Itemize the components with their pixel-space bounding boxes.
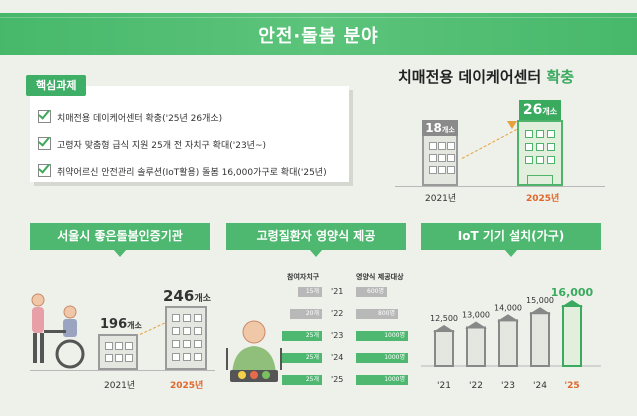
building-2021-icon bbox=[422, 134, 458, 186]
care-building-2021-icon bbox=[98, 334, 138, 370]
meal-right-header: 영양식 제공대상 bbox=[356, 273, 404, 281]
iot-value-label: 16,000 bbox=[551, 286, 594, 299]
core-item: 취약어르신 안전관리 솔루션(IoT활용) 돌봄 16,000가구로 확대('2… bbox=[38, 164, 327, 178]
daycare-2025-badge: 26개소 bbox=[519, 100, 561, 120]
meal-left-bar: 25개 bbox=[282, 375, 322, 385]
arrow-head-icon bbox=[507, 121, 517, 129]
meal-right-bar: 600명 bbox=[356, 287, 387, 297]
iot-category-label: '23 bbox=[501, 381, 515, 391]
care-2021-value: 196개소 bbox=[100, 317, 142, 332]
section-care-tab: 서울시 좋은돌봄인증기관 bbox=[30, 223, 210, 257]
iot-value-label: 14,000 bbox=[494, 303, 522, 312]
iot-roof bbox=[433, 325, 455, 333]
daycare-title: 치매전용 데이케어센터 확충 bbox=[398, 68, 575, 86]
iot-bar bbox=[434, 330, 454, 367]
iot-value-label: 15,000 bbox=[526, 296, 554, 305]
building-2025-icon bbox=[517, 120, 563, 186]
check-icon bbox=[38, 164, 51, 177]
core-item: 치매전용 데이케어센터 확충('25년 26개소) bbox=[38, 110, 222, 124]
iot-bar bbox=[562, 305, 582, 367]
meal-right-bar: 800명 bbox=[356, 309, 398, 319]
section-iot-tab: IoT 기기 설치(가구) bbox=[421, 223, 601, 257]
meal-left-bar: 20개 bbox=[290, 309, 322, 319]
iot-bar bbox=[466, 326, 486, 367]
meal-year-label: '23 bbox=[331, 331, 344, 340]
section-banner: 안전·돌봄 분야 bbox=[0, 13, 637, 55]
iot-value-label: 12,500 bbox=[430, 314, 458, 323]
care-building-2025-icon bbox=[165, 306, 207, 370]
growth-arrow bbox=[461, 128, 517, 159]
iot-category-label: '21 bbox=[437, 381, 451, 391]
care-year-2025: 2025년 bbox=[170, 381, 204, 391]
meal-right-bar: 1000명 bbox=[356, 331, 408, 341]
meal-year-label: '25 bbox=[331, 375, 344, 384]
meal-year-label: '24 bbox=[331, 353, 344, 362]
meal-right-bar: 1000명 bbox=[356, 353, 408, 363]
ground-line bbox=[395, 186, 605, 187]
iot-value-label: 13,000 bbox=[462, 310, 490, 319]
care-2025-value: 246개소 bbox=[163, 287, 211, 305]
meal-left-header: 참여자치구 bbox=[287, 273, 320, 281]
iot-category-label: '22 bbox=[469, 381, 483, 391]
banner-title: 안전·돌봄 분야 bbox=[258, 26, 379, 47]
check-icon bbox=[38, 110, 51, 123]
iot-category-label: '24 bbox=[533, 381, 547, 391]
elderly-wheelchair-icon bbox=[31, 293, 85, 369]
daycare-year-2021: 2021년 bbox=[425, 194, 457, 204]
meal-year-label: '21 bbox=[331, 287, 344, 296]
daycare-year-2025: 2025년 bbox=[526, 194, 560, 204]
iot-bar bbox=[530, 312, 550, 367]
care-year-2021: 2021년 bbox=[104, 381, 136, 391]
core-tasks-box: 치매전용 데이케어센터 확충('25년 26개소) 고령자 맞춤형 급식 지원 … bbox=[30, 86, 349, 182]
section-meal-tab: 고령질환자 영양식 제공 bbox=[226, 223, 406, 257]
iot-category-label: '25 bbox=[564, 381, 579, 391]
daycare-2021-badge: 18개소 bbox=[422, 120, 458, 136]
elderly-meal-icon bbox=[226, 320, 282, 382]
iot-bar bbox=[498, 319, 518, 367]
meal-left-bar: 25개 bbox=[282, 353, 322, 363]
meal-left-bar: 15개 bbox=[298, 287, 322, 297]
meal-year-label: '22 bbox=[331, 309, 344, 318]
iot-roof bbox=[529, 307, 551, 315]
core-tasks-tag: 핵심과제 bbox=[26, 75, 87, 96]
iot-roof bbox=[465, 321, 487, 329]
meal-right-bar: 1000명 bbox=[356, 375, 408, 385]
meal-left-bar: 25개 bbox=[282, 331, 322, 341]
iot-roof bbox=[561, 300, 583, 307]
iot-chart: 12,500 '21 13,000 '22 14,000 '23 15,000 '24 16,0… bbox=[421, 286, 601, 391]
iot-roof bbox=[497, 314, 519, 322]
care-ground-line bbox=[30, 370, 215, 371]
check-icon bbox=[38, 137, 51, 150]
core-item: 고령자 맞춤형 급식 지원 25개 전 자치구 확대('23년~) bbox=[38, 137, 266, 151]
